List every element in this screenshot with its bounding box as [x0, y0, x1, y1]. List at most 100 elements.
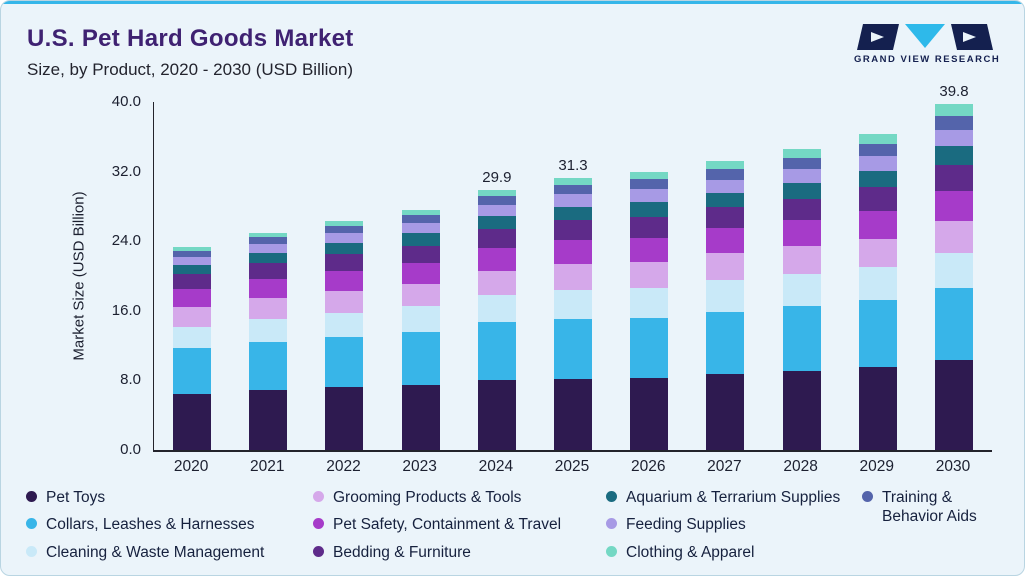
bar-segment-pet-toys: [401, 384, 440, 450]
grand-view-research-logo-icon: [857, 24, 993, 50]
x-axis-label-2030: 2030: [935, 458, 971, 475]
brand-logo-text: GRAND VIEW RESEARCH: [854, 54, 1001, 65]
legend-label-clothing-apparel: Clothing & Apparel: [626, 543, 755, 561]
bar-segment-aquarium-terrarium-supplies: [401, 233, 440, 246]
bar-segment-collars-leashes-harnesses: [706, 311, 745, 375]
bar-group-2026: [611, 102, 687, 450]
bar-segment-bedding-furniture: [401, 245, 440, 263]
bar-segment-collars-leashes-harnesses: [554, 318, 593, 379]
total-value-label-2024: 29.9: [482, 168, 512, 186]
bar-segment-clothing-apparel: [858, 134, 897, 144]
stacked-bar-2022: [325, 221, 364, 450]
bar-segment-cleaning-waste-management: [401, 306, 440, 332]
legend-item-clothing-apparel: Clothing & Apparel: [606, 543, 862, 562]
legend-swatch-aquarium-terrarium-supplies: [606, 491, 617, 502]
bar-segment-pet-safety-containment-travel: [173, 289, 212, 307]
legend-swatch-grooming-products-tools: [313, 491, 324, 502]
accent-line: [1, 1, 1024, 4]
bar-segment-collars-leashes-harnesses: [477, 322, 516, 381]
legend-item-grooming-products-tools: Grooming Products & Tools: [313, 488, 606, 507]
stacked-bar-2024: [477, 189, 516, 450]
bar-segment-collars-leashes-harnesses: [934, 288, 973, 361]
bar-segment-training-behavior-aids: [858, 143, 897, 157]
bar-segment-pet-toys: [858, 367, 897, 450]
bar-segment-pet-safety-containment-travel: [782, 220, 821, 247]
legend-column: Grooming Products & Tools Pet Safety, Con…: [313, 488, 606, 562]
bar-segment-pet-toys: [934, 360, 973, 450]
chart-legend: Pet Toys Collars, Leashes & Harnesses Clea…: [26, 488, 1016, 562]
bar-segment-pet-toys: [477, 380, 516, 450]
bar-segment-aquarium-terrarium-supplies: [934, 146, 973, 165]
bar-segment-feeding-supplies: [173, 256, 212, 265]
bar-segment-pet-safety-containment-travel: [401, 262, 440, 284]
bar-segment-pet-safety-containment-travel: [325, 270, 364, 291]
bar-segment-grooming-products-tools: [630, 262, 669, 289]
legend-label-pet-safety-containment-travel: Pet Safety, Containment & Travel: [333, 516, 562, 534]
bar-segment-bedding-furniture: [782, 198, 821, 221]
bar-segment-feeding-supplies: [782, 168, 821, 183]
bar-segment-feeding-supplies: [325, 233, 364, 243]
bar-segment-bedding-furniture: [173, 274, 212, 290]
x-axis-label-2027: 2027: [707, 458, 742, 475]
bar-segment-pet-toys: [706, 374, 745, 450]
bar-segment-bedding-furniture: [934, 164, 973, 191]
legend-swatch-pet-safety-containment-travel: [313, 518, 324, 530]
y-axis-ticks: 0.0 8.0 16.0 24.0 32.0 40.0: [1, 93, 145, 458]
bar-segment-pet-safety-containment-travel: [630, 237, 669, 263]
bar-segment-feeding-supplies: [477, 204, 516, 217]
bar-segment-clothing-apparel: [706, 161, 745, 170]
bar-segment-pet-toys: [325, 387, 364, 450]
bar-segment-cleaning-waste-management: [477, 295, 516, 323]
bar-segment-grooming-products-tools: [173, 306, 212, 327]
stacked-bar-2023: [401, 209, 440, 450]
bar-segment-cleaning-waste-management: [630, 288, 669, 318]
legend-item-collars-leashes-harnesses: Collars, Leashes & Harnesses: [26, 515, 313, 534]
legend-label-training-behavior-aids: Training & Behavior Aids: [882, 489, 977, 526]
bar-segment-clothing-apparel: [554, 177, 593, 185]
x-axis-label-2022: 2022: [326, 458, 361, 475]
bar-segment-training-behavior-aids: [934, 116, 973, 130]
chart-subtitle: Size, by Product, 2020 - 2030 (USD Billi…: [27, 60, 353, 79]
bar-segment-clothing-apparel: [630, 172, 669, 180]
legend-swatch-training-behavior-aids: [862, 491, 873, 502]
legend-label-cleaning-waste-management: Cleaning & Waste Management: [46, 543, 265, 561]
legend-swatch-collars-leashes-harnesses: [26, 518, 37, 530]
bar-segment-pet-safety-containment-travel: [554, 240, 593, 264]
bar-segment-training-behavior-aids: [477, 196, 516, 205]
x-axis-label-2020: 2020: [173, 458, 209, 475]
stacked-bar-2030: [934, 103, 973, 450]
legend-item-training-behavior-aids: Training & Behavior Aids: [862, 488, 1016, 527]
bar-segment-cleaning-waste-management: [934, 252, 973, 289]
bar-segment-pet-toys: [630, 377, 669, 450]
legend-item-aquarium-terrarium-supplies: Aquarium & Terrarium Supplies: [606, 488, 862, 507]
bar-segment-clothing-apparel: [477, 189, 516, 197]
bar-segment-grooming-products-tools: [401, 283, 440, 307]
bar-group-2027: [687, 102, 763, 450]
y-tick-label-0.0: 0.0: [120, 441, 141, 458]
bar-segment-grooming-products-tools: [477, 270, 516, 296]
bar-segment-aquarium-terrarium-supplies: [782, 182, 821, 199]
x-axis-label-2029: 2029: [859, 458, 895, 475]
bar-segment-aquarium-terrarium-supplies: [706, 192, 745, 208]
bar-segment-feeding-supplies: [706, 179, 745, 193]
legend-swatch-cleaning-waste-management: [26, 545, 37, 557]
bar-segment-pet-toys: [782, 370, 821, 450]
stacked-bar-2020: [173, 246, 212, 450]
bar-segment-collars-leashes-harnesses: [630, 317, 669, 378]
bar-segment-feeding-supplies: [630, 189, 669, 203]
bar-segment-clothing-apparel: [401, 209, 440, 216]
bar-segment-aquarium-terrarium-supplies: [630, 202, 669, 217]
bar-segment-bedding-furniture: [249, 263, 288, 279]
bar-segment-bedding-furniture: [858, 187, 897, 211]
bar-segment-aquarium-terrarium-supplies: [477, 216, 516, 230]
bar-segment-pet-safety-containment-travel: [706, 228, 745, 254]
legend-column: Training & Behavior Aids: [862, 488, 1016, 562]
bar-segment-grooming-products-tools: [706, 253, 745, 281]
legend-item-pet-safety-containment-travel: Pet Safety, Containment & Travel: [313, 515, 606, 534]
bar-segment-bedding-furniture: [477, 229, 516, 249]
legend-label-feeding-supplies: Feeding Supplies: [626, 516, 746, 534]
bar-segment-feeding-supplies: [858, 156, 897, 171]
bar-group-2020: [154, 102, 230, 450]
x-axis-labels: 2020 2021 2022 2023 2024 2025 2026 2027 2028 2029…: [153, 458, 991, 476]
bar-segment-cleaning-waste-management: [554, 290, 593, 319]
